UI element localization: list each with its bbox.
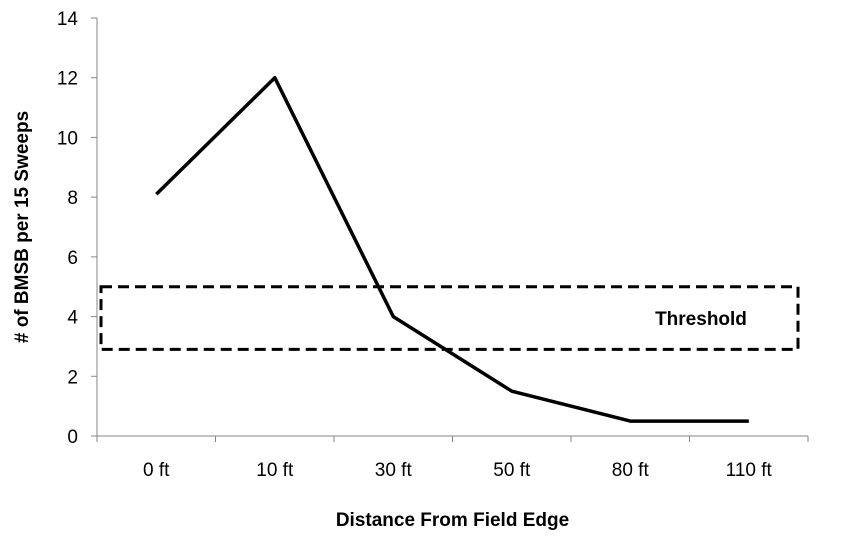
y-tick-label: 12 (57, 69, 78, 90)
x-axis-title: Distance From Field Edge (336, 510, 569, 531)
series-group (155, 75, 749, 423)
y-tick-label: 8 (67, 188, 78, 209)
x-tick-label: 30 ft (375, 460, 413, 481)
x-ticks: 0 ft 10 ft 30 ft 50 ft 80 ft 110 ft (96, 436, 809, 481)
y-tick-label: 0 (67, 427, 78, 448)
y-axis: 0 2 4 6 8 10 12 14 (57, 9, 98, 448)
series-line (155, 75, 749, 423)
x-tick-label: 110 ft (726, 460, 773, 481)
x-tick-label: 50 ft (493, 460, 531, 481)
y-tick-label: 4 (67, 308, 78, 329)
threshold-box: Threshold (99, 285, 800, 351)
x-tick-label: 10 ft (256, 460, 294, 481)
y-tick-label: 10 (57, 128, 78, 149)
y-tick-label: 2 (67, 367, 78, 388)
y-ticks: 0 2 4 6 8 10 12 14 (57, 9, 97, 448)
x-axis: 0 ft 10 ft 30 ft 50 ft 80 ft 110 ft (96, 435, 809, 481)
threshold-rect (99, 285, 800, 351)
y-tick-label: 6 (67, 248, 78, 269)
x-tick-label: 80 ft (612, 460, 650, 481)
y-tick-label: 14 (57, 9, 79, 30)
y-axis-title: # of BMSB per 15 Sweeps (12, 111, 33, 343)
x-tick-label: 0 ft (143, 460, 170, 481)
threshold-label: Threshold (655, 309, 747, 330)
